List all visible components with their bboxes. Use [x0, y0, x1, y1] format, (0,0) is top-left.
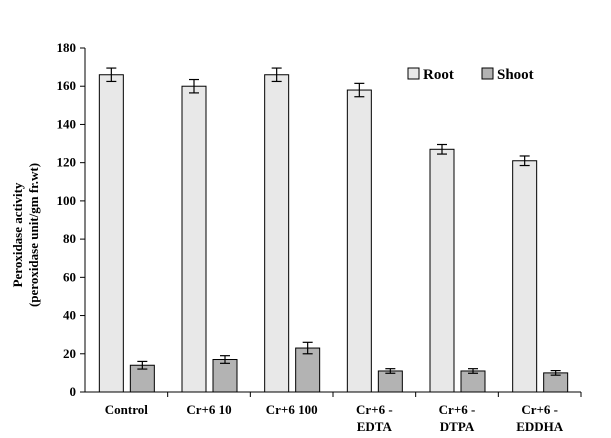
y-tick-label: 20: [63, 346, 76, 361]
shoot-bar: [295, 347, 321, 393]
x-tick-label: EDTA: [357, 419, 393, 434]
root-bar: [98, 74, 124, 393]
x-tick-label: Control: [105, 402, 148, 417]
root-bar: [264, 74, 290, 393]
y-tick-label: 160: [57, 78, 77, 93]
shoot-bar: [460, 370, 486, 393]
legend-label-shoot: Shoot: [497, 67, 534, 83]
root-bar: [346, 89, 372, 393]
x-tick-label: Cr+6 -: [356, 402, 393, 417]
legend-swatch-shoot: [481, 67, 494, 80]
y-tick-label: 120: [57, 155, 77, 170]
y-axis-label-line2: (peroxidase unit/gm fr.wt): [26, 163, 41, 307]
shoot-bar: [377, 370, 403, 393]
x-tick-label: Cr+6 -: [439, 402, 476, 417]
root-bar: [181, 85, 207, 393]
y-tick-label: 140: [57, 116, 77, 131]
y-axis-label: Peroxidase activity (peroxidase unit/gm …: [10, 163, 41, 307]
root-bar: [429, 148, 455, 393]
x-tick-label: EDDHA: [516, 419, 564, 434]
legend-swatch-root: [407, 67, 420, 80]
shoot-bar: [212, 359, 238, 393]
y-tick-label: 0: [70, 384, 77, 399]
x-tick-label: Cr+6 100: [266, 402, 318, 417]
root-bar: [512, 160, 538, 393]
y-tick-label: 100: [57, 193, 77, 208]
legend: Root Shoot: [407, 67, 534, 83]
x-tick-label: DTPA: [440, 419, 475, 434]
legend-label-root: Root: [423, 67, 454, 83]
x-tick-label: Cr+6 10: [186, 402, 231, 417]
plot-area: 0 20 40 60 80 100 120 140 160 180 Control Cr+6 10 Cr…: [57, 40, 582, 434]
y-tick-label: 60: [63, 269, 76, 284]
shoot-bar: [129, 364, 155, 393]
y-axis-label-line1: Peroxidase activity: [10, 182, 25, 287]
x-tick-label: Cr+6 -: [521, 402, 558, 417]
y-tick-label: 40: [63, 308, 76, 323]
y-tick-label: 80: [63, 231, 76, 246]
y-tick-label: 180: [57, 40, 77, 55]
